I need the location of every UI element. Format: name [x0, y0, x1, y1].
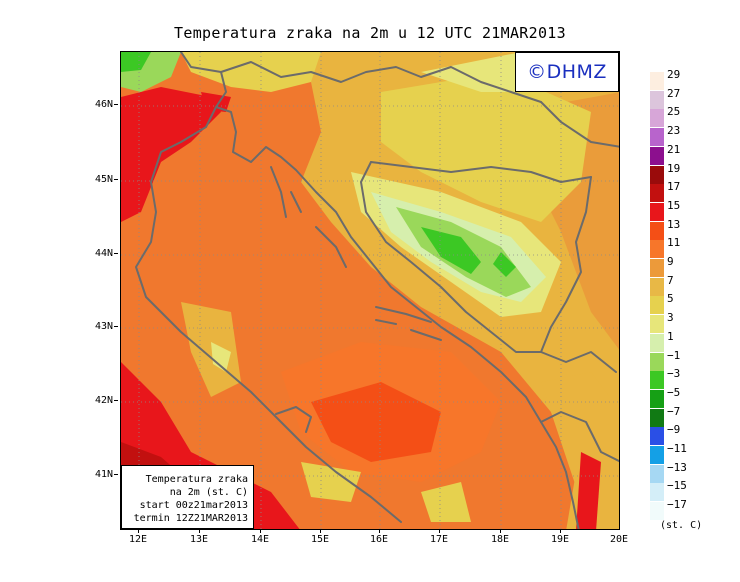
legend-label: 19: [667, 161, 681, 175]
legend-swatch: [650, 427, 664, 446]
legend-swatch: [650, 184, 664, 203]
legend-swatch: [650, 109, 664, 128]
legend-label: 17: [667, 180, 681, 194]
lat-label: 43N: [84, 321, 118, 332]
legend-label: −3: [667, 367, 681, 381]
legend-label: −15: [667, 479, 687, 493]
legend-label: 25: [667, 105, 681, 119]
lat-label: 46N: [84, 99, 118, 110]
legend-swatch: [650, 165, 664, 184]
legend-label: −9: [667, 423, 681, 437]
lat-label: 42N: [84, 395, 118, 406]
legend-swatch: [650, 259, 664, 277]
legend-swatch: [650, 333, 664, 352]
legend-label: 13: [667, 217, 681, 231]
temperature-map: [120, 51, 620, 530]
legend-swatch: [650, 483, 664, 502]
lon-label: 15E: [310, 534, 330, 545]
info-line: na 2m (st. C): [169, 487, 248, 498]
legend-label: 29: [667, 68, 681, 81]
legend-swatch: [650, 146, 664, 165]
legend-label: −11: [667, 442, 687, 455]
legend-label: −17: [667, 498, 687, 512]
lon-label: 18E: [490, 534, 510, 545]
legend-label: 5: [667, 292, 674, 306]
lon-label: 19E: [550, 534, 570, 545]
legend-swatch: [650, 446, 664, 464]
legend-label: −7: [667, 404, 681, 418]
lon-label: 12E: [128, 534, 148, 545]
legend-unit: (st. C): [660, 520, 703, 531]
legend-swatch: [650, 128, 664, 147]
legend-label: 11: [667, 236, 681, 250]
legend-swatch: [650, 408, 664, 427]
legend-label: 9: [667, 255, 674, 268]
legend-swatch: [650, 221, 664, 240]
legend-label: −5: [667, 385, 681, 399]
legend-label: 3: [667, 311, 674, 325]
info-box: Temperatura zraka na 2m (st. C) start 00…: [121, 465, 254, 529]
info-line: Temperatura zraka: [145, 474, 248, 485]
legend-swatch: [650, 315, 664, 334]
legend-swatch: [650, 389, 664, 408]
lat-label: 44N: [84, 248, 118, 259]
info-line: termin 12Z21MAR2013: [133, 513, 248, 524]
lon-label: 17E: [429, 534, 449, 545]
legend-label: 21: [667, 142, 681, 156]
info-line: start 00z21mar2013: [139, 500, 248, 511]
lon-label: 20E: [609, 534, 629, 545]
legend-swatch: [650, 371, 664, 390]
legend-label: −1: [667, 348, 681, 362]
dhmz-logo: ©DHMZ: [515, 52, 619, 92]
map-title: Temperatura zraka na 2m u 12 UTC 21MAR20…: [174, 24, 566, 42]
legend-label: −13: [667, 460, 687, 474]
temperature-field: [121, 52, 619, 529]
legend-label: 1: [667, 329, 674, 343]
legend-swatch: [650, 296, 664, 315]
legend-label: 15: [667, 198, 681, 212]
color-legend: 29 27 25 23 21 19 17 15 13 11 9 7 5 3 1 −1 −3 −5 −7 −9 −11 −1…: [650, 68, 740, 542]
legend-swatch: [650, 352, 664, 371]
legend-swatch: [650, 90, 664, 109]
legend-swatch: [650, 277, 664, 296]
legend-label: 23: [667, 124, 681, 138]
legend-swatch: [650, 502, 664, 521]
lon-label: 16E: [369, 534, 389, 545]
lon-label: 14E: [250, 534, 270, 545]
legend-swatch: [650, 464, 664, 483]
lat-label: 41N: [84, 469, 118, 480]
legend-label: 27: [667, 86, 681, 100]
lat-label: 45N: [84, 174, 118, 185]
legend-swatch: [650, 202, 664, 221]
legend-swatch: [650, 72, 664, 90]
legend-label: 7: [667, 273, 674, 287]
lon-label: 13E: [189, 534, 209, 545]
legend-swatch: [650, 240, 664, 259]
